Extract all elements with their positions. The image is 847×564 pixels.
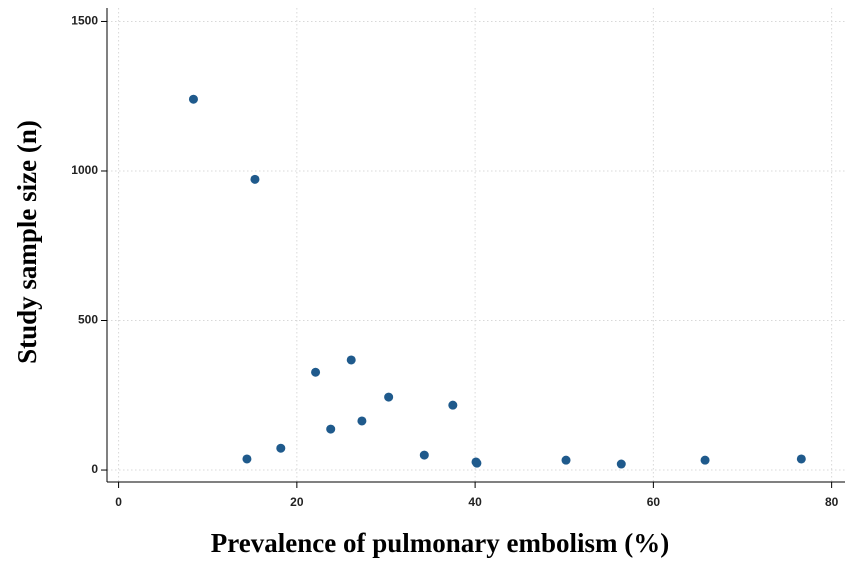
point <box>311 367 321 377</box>
point <box>419 450 429 460</box>
point <box>796 454 806 464</box>
point <box>250 174 260 184</box>
y-axis-title: Study sample size (n) <box>12 120 42 364</box>
point <box>561 455 571 465</box>
point <box>346 355 356 365</box>
point <box>448 400 458 410</box>
point <box>276 443 286 453</box>
x-tick-label: 0 <box>115 495 122 509</box>
y-tick-label: 0 <box>91 462 98 476</box>
point <box>616 459 626 469</box>
point <box>326 424 336 434</box>
point <box>242 454 252 464</box>
x-tick-label: 80 <box>825 495 839 509</box>
y-tick-label: 1000 <box>71 163 98 177</box>
point <box>384 392 394 402</box>
x-tick-label: 60 <box>647 495 661 509</box>
point <box>357 416 367 426</box>
x-tick-label: 20 <box>290 495 304 509</box>
x-axis-title: Prevalence of pulmonary embolism (%) <box>211 528 669 558</box>
y-tick-label: 1500 <box>71 14 98 28</box>
point <box>700 455 710 465</box>
point <box>188 94 198 104</box>
x-tick-label: 40 <box>468 495 482 509</box>
point <box>471 457 481 467</box>
y-tick-label: 500 <box>78 313 98 327</box>
